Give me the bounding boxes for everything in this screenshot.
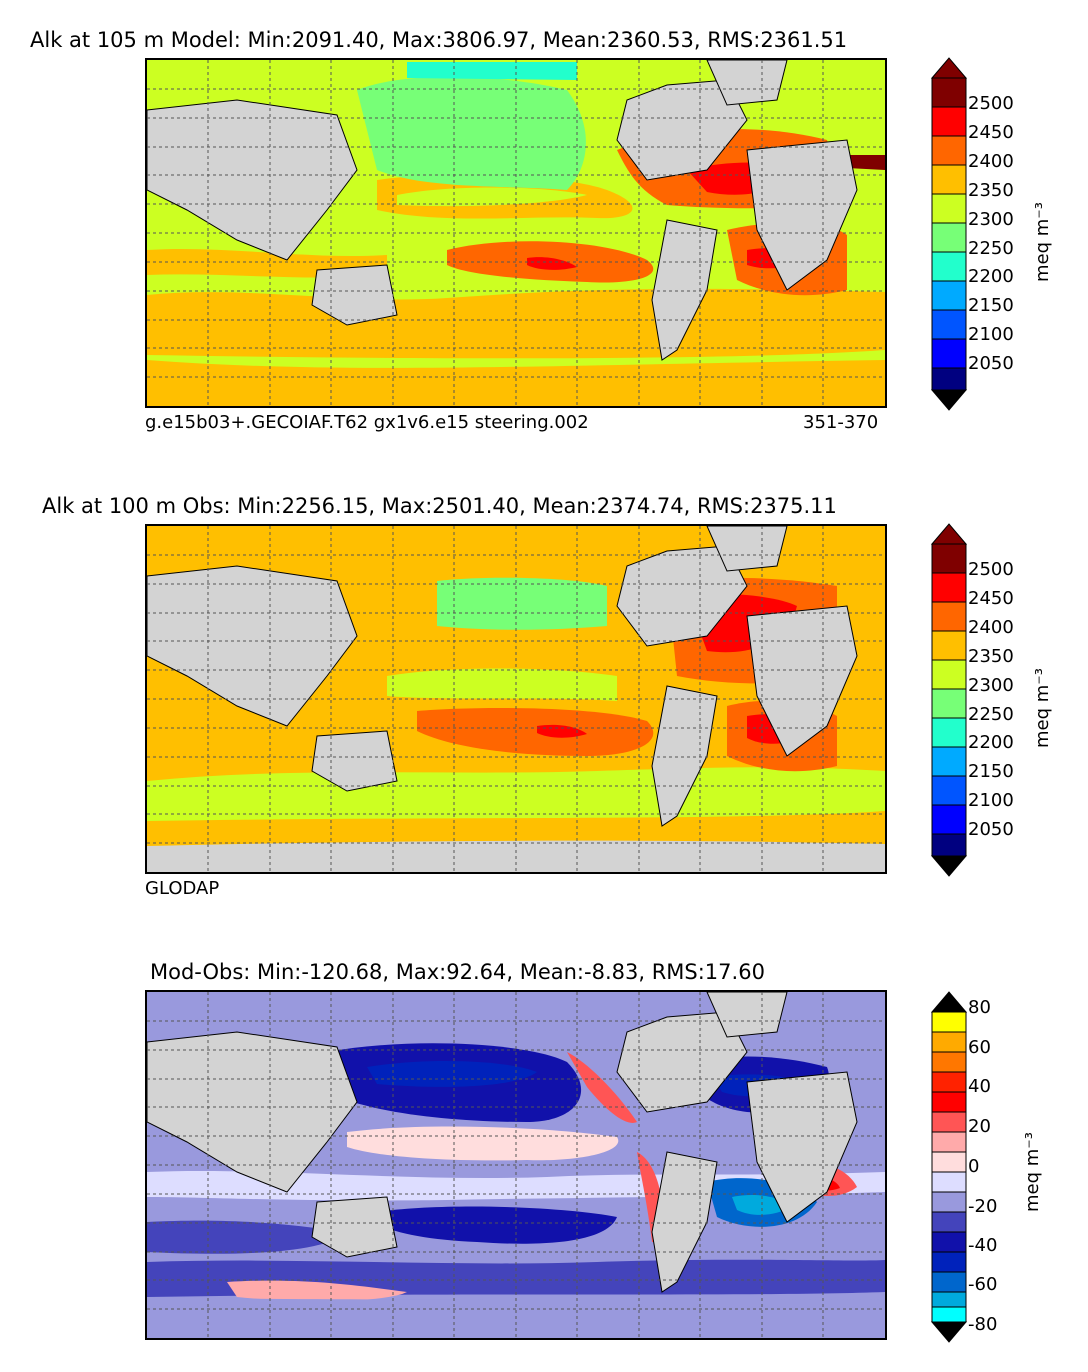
panel-2-tick: 2200 xyxy=(968,732,1014,753)
panel-1-tick: 2150 xyxy=(968,295,1014,316)
panel-3-tick: -80 xyxy=(968,1314,998,1335)
panel-2-title: Alk at 100 m Obs: Min:2256.15, Max:2501.… xyxy=(42,494,837,518)
panel-1-tick: 2350 xyxy=(968,180,1014,201)
panel-1-unit: meq m⁻³ xyxy=(1032,201,1053,282)
panel-1-tick: 2400 xyxy=(968,151,1014,172)
panel-1-tick: 2500 xyxy=(968,93,1014,114)
panel-2-tick: 2050 xyxy=(968,819,1014,840)
panel-2-tick: 2300 xyxy=(968,675,1014,696)
panel-3-tick: 20 xyxy=(968,1116,991,1137)
panel-3-tick: 0 xyxy=(968,1156,980,1177)
panel-1-footer-right: 351-370 xyxy=(803,412,879,433)
panel-1-tick: 2300 xyxy=(968,209,1014,230)
panel-1-tick: 2100 xyxy=(968,324,1014,345)
panel-2-tick: 2400 xyxy=(968,617,1014,638)
panel-2-unit: meq m⁻³ xyxy=(1032,667,1053,748)
panel-1-title: Alk at 105 m Model: Min:2091.40, Max:380… xyxy=(30,28,848,52)
panel-2-tick: 2100 xyxy=(968,790,1014,811)
panel-2-obs-map xyxy=(145,524,887,874)
panel-3-colorbar xyxy=(930,991,968,1343)
panel-3-tick: -60 xyxy=(968,1274,998,1295)
panel-1-footer-left: g.e15b03+.GECOIAF.T62 gx1v6.e15 steering… xyxy=(145,412,589,433)
panel-3-tick: -20 xyxy=(968,1196,998,1217)
panel-1-tick: 2200 xyxy=(968,266,1014,287)
panel-1-colorbar xyxy=(930,57,968,411)
panel-2-tick: 2350 xyxy=(968,646,1014,667)
panel-1-tick: 2050 xyxy=(968,353,1014,374)
panel-3-title: Mod-Obs: Min:-120.68, Max:92.64, Mean:-8… xyxy=(150,960,765,984)
panel-3-tick: 80 xyxy=(968,997,991,1018)
panel-2-tick: 2500 xyxy=(968,559,1014,580)
panel-2-footer-left: GLODAP xyxy=(145,878,220,899)
panel-3-tick: 60 xyxy=(968,1037,991,1058)
panel-1-tick: 2250 xyxy=(968,238,1014,259)
panel-2-tick: 2150 xyxy=(968,761,1014,782)
panel-2-colorbar xyxy=(930,523,968,877)
panel-1-tick: 2450 xyxy=(968,122,1014,143)
panel-3-unit: meq m⁻³ xyxy=(1022,1131,1043,1212)
panel-2-tick: 2450 xyxy=(968,588,1014,609)
panel-3-difference-map xyxy=(145,990,887,1340)
panel-3-tick: 40 xyxy=(968,1076,991,1097)
panel-2-tick: 2250 xyxy=(968,704,1014,725)
panel-3-tick: -40 xyxy=(968,1235,998,1256)
panel-1-model-map xyxy=(145,58,887,408)
